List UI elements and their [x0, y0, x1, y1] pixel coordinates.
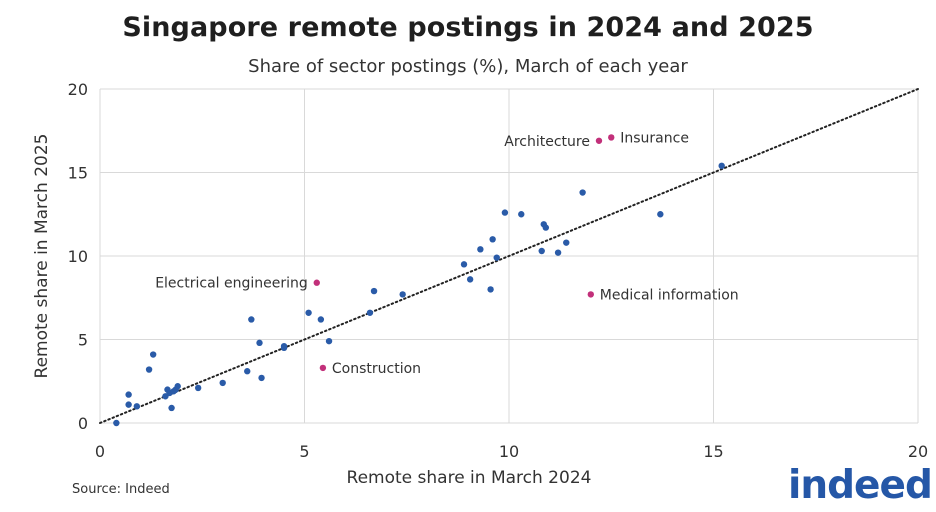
y-tick-label: 10 — [68, 247, 88, 266]
data-point — [399, 291, 406, 298]
data-point — [718, 162, 725, 170]
chart-title: Singapore remote postings in 2024 and 20… — [122, 12, 814, 43]
point-annotation: Construction — [332, 361, 421, 377]
data-point — [487, 286, 494, 293]
point-annotation: Insurance — [620, 130, 689, 146]
y-tick-label: 15 — [68, 164, 88, 183]
highlighted-point — [319, 364, 327, 372]
data-point — [133, 403, 141, 410]
logo-text: indeed — [788, 463, 933, 508]
data-points — [113, 162, 725, 427]
data-point — [149, 351, 157, 358]
point-annotation: Medical information — [600, 287, 739, 303]
data-point — [501, 209, 509, 216]
data-point — [460, 261, 468, 268]
data-point — [317, 316, 325, 323]
point-annotation: Architecture — [504, 134, 590, 150]
y-tick-label: 5 — [78, 331, 88, 350]
data-point — [493, 254, 500, 261]
data-point — [194, 384, 202, 392]
y-tick-label: 20 — [68, 80, 88, 99]
x-tick-label: 10 — [499, 442, 519, 461]
x-axis-label: Remote share in March 2024 — [347, 468, 592, 488]
data-point — [366, 309, 374, 316]
data-point — [518, 211, 525, 218]
data-point — [113, 419, 120, 427]
data-point — [305, 309, 312, 316]
highlighted-point — [313, 279, 320, 286]
data-point — [125, 401, 132, 408]
data-point — [125, 391, 132, 398]
highlighted-point — [595, 137, 603, 144]
y-tick-label: 0 — [78, 414, 88, 433]
grid-lines — [99, 88, 919, 424]
y-axis-label: Remote share in March 2025 — [32, 134, 52, 379]
data-point — [219, 379, 226, 387]
highlighted-point — [587, 291, 594, 298]
reference-line — [99, 88, 919, 424]
data-point — [256, 339, 263, 347]
point-annotation: Electrical engineering — [155, 276, 308, 292]
x-tick-label: 15 — [703, 442, 723, 461]
x-tick-label: 0 — [95, 442, 105, 461]
data-point — [280, 342, 288, 350]
data-point — [538, 247, 545, 255]
reference-line-path — [99, 88, 919, 424]
data-point — [657, 211, 664, 218]
chart-subtitle: Share of sector postings (%), March of e… — [248, 56, 688, 77]
data-point — [244, 368, 251, 375]
data-point — [489, 236, 496, 243]
x-tick-label: 20 — [908, 442, 928, 461]
data-point — [477, 246, 484, 253]
data-point — [370, 287, 378, 295]
data-point — [325, 337, 333, 345]
data-point — [563, 239, 570, 246]
data-point — [542, 224, 550, 231]
x-tick-label: 5 — [299, 442, 309, 461]
data-point — [174, 383, 181, 390]
indeed-logo: indeed — [788, 463, 933, 508]
data-point — [579, 189, 586, 196]
highlighted-points: Architecture Insurance Electrical engineer… — [155, 130, 738, 376]
data-point — [168, 404, 175, 412]
data-point — [466, 276, 474, 283]
data-point — [554, 249, 562, 256]
data-point — [145, 366, 153, 373]
highlighted-point — [608, 134, 615, 141]
data-point — [258, 374, 265, 382]
data-point — [248, 316, 255, 323]
source-note: Source: Indeed — [72, 482, 170, 497]
axes: 0 5 10 15 20 0 5 10 15 20 — [68, 80, 929, 461]
